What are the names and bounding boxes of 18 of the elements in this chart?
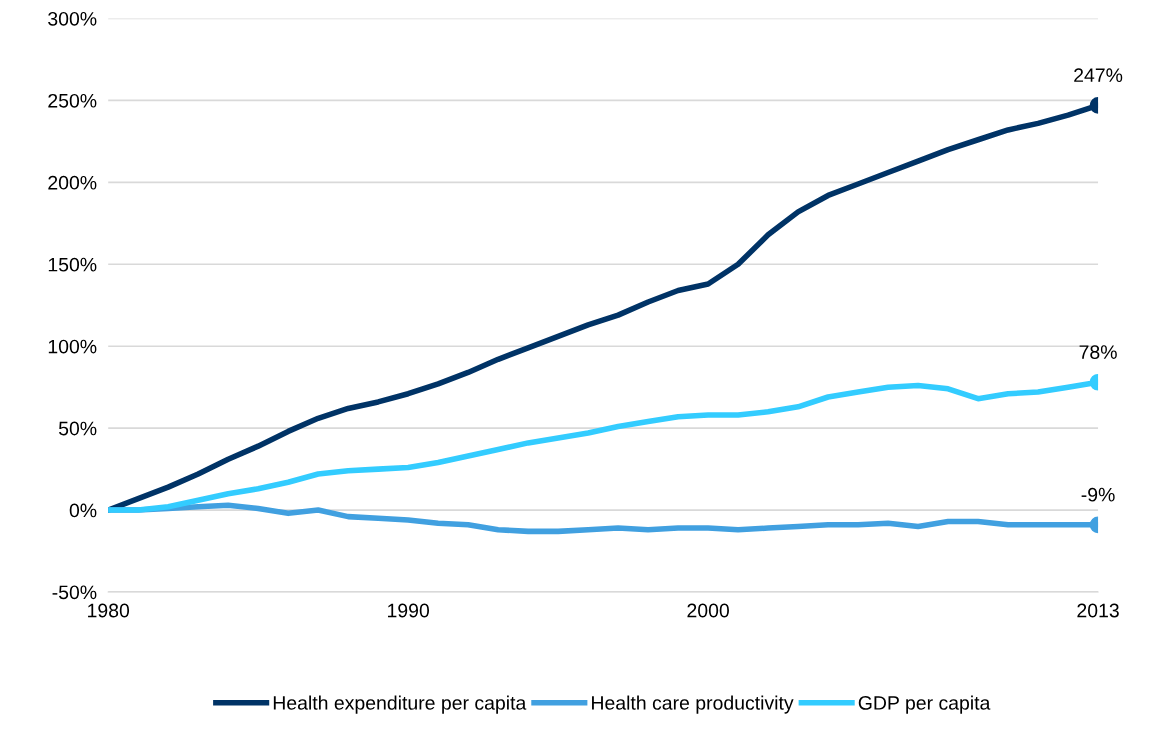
y-tick-label: 150%	[48, 257, 97, 272]
legend-label: Health care productivity	[592, 695, 794, 714]
y-tick-label: 300%	[48, 11, 97, 26]
y-tick-label: 100%	[48, 339, 97, 354]
y-tick-label: -50%	[52, 585, 97, 600]
y-tick-label: 0%	[69, 503, 97, 518]
x-tick-label: 2013	[1077, 603, 1119, 618]
legend-label: Health expenditure per capita	[273, 695, 527, 714]
legend-label: GDP per capita	[858, 695, 991, 714]
data-label: -9%	[1081, 487, 1115, 502]
x-tick-label: 1990	[388, 603, 430, 618]
y-tick-label: 50%	[58, 421, 97, 436]
y-tick-label: 200%	[48, 175, 97, 190]
x-tick-label: 2000	[687, 603, 729, 618]
data-label: 247%	[1074, 68, 1123, 82]
x-tick-label: 1980	[88, 603, 130, 618]
data-label: 78%	[1079, 345, 1117, 359]
y-tick-label: 250%	[48, 93, 97, 108]
